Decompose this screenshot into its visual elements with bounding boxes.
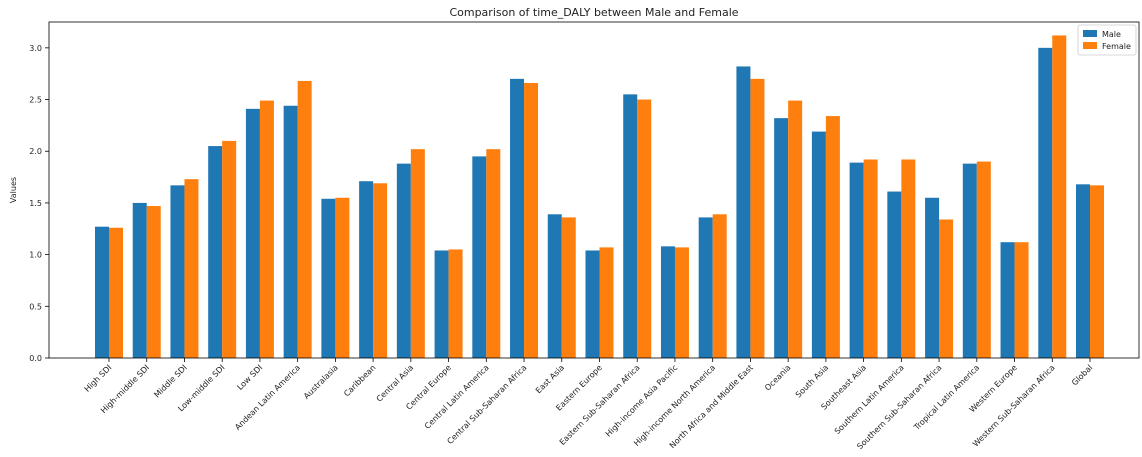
legend: Male Female — [1077, 24, 1137, 56]
bar-male — [245, 108, 260, 358]
bar-male — [547, 214, 562, 358]
bar-male — [849, 162, 864, 358]
bar-male — [170, 185, 185, 358]
bar-male — [208, 146, 223, 358]
y-tick-label: 0.0 — [29, 354, 42, 363]
bar-male — [1000, 242, 1015, 358]
y-tick-label: 0.5 — [29, 302, 42, 311]
bar-male — [95, 226, 109, 358]
bar-male — [925, 197, 940, 358]
bar-female — [1014, 242, 1029, 358]
y-tick-label: 2.5 — [29, 96, 42, 105]
bar-male — [774, 118, 789, 358]
bar-male — [396, 163, 411, 358]
bar-male — [623, 94, 638, 358]
bar-male — [132, 202, 147, 358]
bar-female — [373, 183, 388, 358]
y-tick-label: 1.5 — [29, 199, 42, 208]
bar-female — [750, 78, 765, 358]
bar-female — [901, 159, 916, 358]
legend-label-female: Female — [1102, 42, 1131, 51]
bar-female — [863, 159, 878, 358]
bar-male — [962, 163, 977, 358]
y-tick-label: 3.0 — [29, 44, 42, 53]
bar-female — [939, 219, 954, 358]
bar-female — [1052, 35, 1067, 358]
plot-frame — [48, 21, 1140, 359]
bar-female — [788, 100, 803, 358]
bar-female — [976, 161, 991, 358]
chart-title: Comparison of time_DALY between Male and… — [449, 6, 738, 19]
bar-female — [146, 206, 161, 358]
bar-female — [410, 149, 425, 358]
bar-female — [448, 249, 463, 358]
y-tick-label: 2.0 — [29, 147, 42, 156]
y-axis-label: Values — [9, 177, 18, 203]
bar-male — [321, 198, 336, 358]
bar-male — [434, 250, 449, 358]
bar-female — [335, 197, 350, 358]
bar-female — [712, 214, 727, 358]
bar-male — [283, 105, 298, 358]
legend-swatch-male — [1083, 30, 1097, 37]
bar-male — [736, 66, 751, 358]
bar-male — [660, 246, 675, 358]
bar-female — [297, 80, 312, 358]
bar-male — [359, 181, 374, 358]
bar-male — [510, 78, 525, 358]
bar-female — [674, 247, 689, 358]
bar-female — [1090, 185, 1104, 358]
bar-female — [486, 149, 501, 358]
y-tick-label: 1.0 — [29, 251, 42, 260]
bar-female — [222, 140, 237, 358]
legend-label-male: Male — [1102, 30, 1121, 39]
bar-female — [599, 247, 614, 358]
bar-male — [585, 250, 600, 358]
legend-swatch-female — [1083, 42, 1097, 49]
bar-male — [811, 131, 826, 358]
bar-male — [887, 191, 902, 358]
bar-female — [109, 227, 123, 358]
bar-female — [524, 82, 539, 359]
bar-male — [1076, 184, 1090, 358]
bar-female — [561, 217, 576, 358]
bar-female — [259, 100, 274, 358]
bar-female — [184, 179, 199, 358]
bar-male — [472, 156, 487, 358]
bar-male — [1038, 47, 1053, 358]
bar-female — [637, 99, 652, 359]
bar-female — [825, 116, 840, 358]
bar-male — [698, 217, 713, 358]
